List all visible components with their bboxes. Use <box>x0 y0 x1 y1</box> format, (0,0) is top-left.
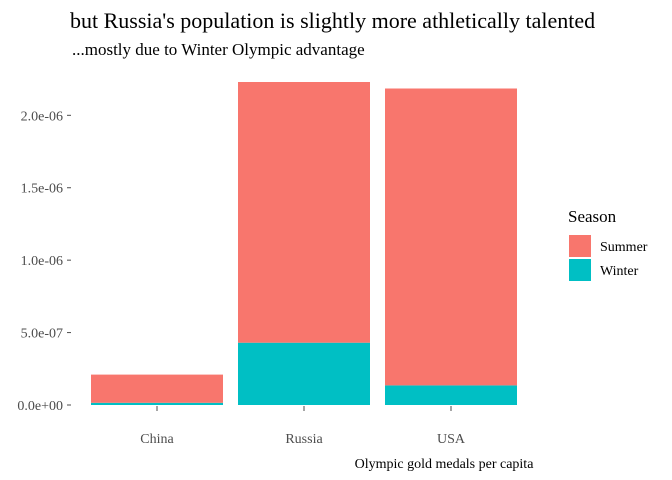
y-tick-label: 0.0e+00 <box>17 399 63 414</box>
bar-china-summer <box>91 374 223 403</box>
x-tick-label-china: China <box>140 432 174 447</box>
y-tick-label: 1.5e-06 <box>21 182 63 197</box>
bar-usa-winter <box>385 385 517 405</box>
legend-swatch-winter <box>569 259 591 281</box>
plot-area <box>91 82 517 405</box>
x-axis: China Russia USA <box>140 406 466 447</box>
x-tick-label-usa: USA <box>437 432 466 447</box>
legend-title: Season <box>568 207 617 226</box>
y-axis: 0.0e+00 5.0e-07 1.0e-06 1.5e-06 2.0e-06 <box>17 109 71 414</box>
legend-label-summer: Summer <box>600 240 648 255</box>
legend-label-winter: Winter <box>600 264 639 279</box>
y-tick-label: 2.0e-06 <box>21 109 63 124</box>
chart-title: but Russia's population is slightly more… <box>70 8 595 33</box>
bar-usa-summer <box>385 88 517 386</box>
legend-swatch-summer <box>569 235 591 257</box>
legend: Season Summer Winter <box>568 207 648 281</box>
y-tick-label: 1.0e-06 <box>21 254 63 269</box>
bar-russia-summer <box>238 82 370 343</box>
y-tick-label: 5.0e-07 <box>21 327 63 342</box>
bar-russia-winter <box>238 342 370 405</box>
bar-china-winter <box>91 402 223 405</box>
x-tick-label-russia: Russia <box>285 432 323 447</box>
chart-subtitle: ...mostly due to Winter Olympic advantag… <box>72 40 365 59</box>
chart-caption: Olympic gold medals per capita <box>355 457 535 472</box>
